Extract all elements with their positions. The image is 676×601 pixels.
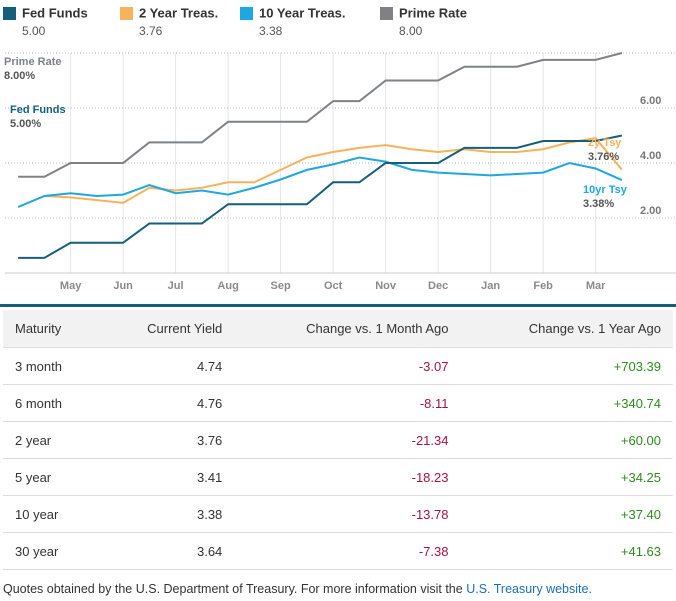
table-row: 3 month 4.74 -3.07 +703.39 — [3, 347, 673, 385]
table-cell: 3.64 — [99, 532, 235, 570]
table-row: 6 month 4.76 -8.11 +340.74 — [3, 384, 673, 422]
legend-label: Fed Funds — [22, 5, 88, 20]
x-tick-label: May — [60, 280, 82, 292]
legend-swatch — [3, 7, 16, 20]
x-tick-label: Nov — [375, 280, 397, 292]
x-tick-label: Dec — [428, 280, 448, 292]
column-header: Current Yield — [99, 310, 235, 348]
table-cell: 4.76 — [99, 384, 235, 422]
x-tick-label: Sep — [271, 280, 291, 292]
table-cell: 10 year — [3, 495, 100, 533]
x-tick-label: Mar — [586, 280, 606, 292]
table-cell: +703.39 — [460, 347, 673, 385]
table-cell: 30 year — [3, 532, 100, 570]
table-cell: -8.11 — [234, 384, 461, 422]
table-cell: 2 year — [3, 421, 100, 459]
column-header: Change vs. 1 Month Ago — [234, 310, 461, 348]
annotation-label: Prime Rate — [4, 56, 61, 68]
table-row: 2 year 3.76 -21.34 +60.00 — [3, 421, 673, 459]
annotation-label: 10yr Tsy — [583, 184, 628, 196]
table-cell: +60.00 — [460, 421, 673, 459]
table-row: 10 year 3.38 -13.78 +37.40 — [3, 495, 673, 533]
x-tick-label: Oct — [324, 280, 343, 292]
footer: Quotes obtained by the U.S. Department o… — [3, 582, 592, 596]
treasury-link[interactable]: U.S. Treasury website. — [466, 582, 592, 596]
x-tick-label: Feb — [533, 280, 553, 292]
series-line — [17, 156, 623, 208]
table-cell: +37.40 — [460, 495, 673, 533]
table-cell: -3.07 — [234, 347, 461, 385]
legend-latest: 3.38 — [259, 24, 283, 38]
x-tick-label: Jun — [113, 280, 133, 292]
legend-label: 10 Year Treas. — [259, 5, 346, 20]
table-cell: +34.25 — [460, 458, 673, 496]
annotation-value: 8.00% — [4, 70, 35, 82]
legend-swatch — [240, 7, 253, 20]
footer-text: Quotes obtained by the U.S. Department o… — [3, 582, 463, 596]
table-cell: +340.74 — [460, 384, 673, 422]
column-header: Maturity — [3, 310, 100, 348]
legend-label: 2 Year Treas. — [139, 5, 218, 20]
annotation-label: Fed Funds — [10, 104, 66, 116]
divider — [0, 304, 676, 307]
y-tick-label: 4.00 — [640, 150, 661, 162]
legend-latest: 3.76 — [139, 24, 163, 38]
series-line — [18, 134, 623, 259]
table-cell: -21.34 — [234, 421, 461, 459]
table-cell: 3.41 — [99, 458, 235, 496]
table-cell: 3.38 — [99, 495, 235, 533]
y-tick-label: 2.00 — [640, 205, 661, 217]
legend-swatch — [120, 7, 133, 20]
x-tick-label: Jan — [481, 280, 500, 292]
table-cell: 3.76 — [99, 421, 235, 459]
annotation-label: 2y Tsy — [588, 137, 622, 149]
legend-latest: 8.00 — [399, 24, 423, 38]
yield-table: Maturity Current Yield Change vs. 1 Month … — [3, 310, 673, 570]
series-line — [18, 52, 623, 178]
x-tick-label: Jul — [168, 280, 184, 292]
legend-latest: 5.00 — [22, 24, 46, 38]
legend-label: Prime Rate — [399, 5, 467, 20]
legend-swatch — [380, 7, 393, 20]
annotation-value: 3.76% — [588, 151, 619, 163]
annotation-value: 5.00% — [10, 118, 41, 130]
table-cell: -13.78 — [234, 495, 461, 533]
table-cell: 4.74 — [99, 347, 235, 385]
chart: May Jun Jul Aug Sep Oct Nov Dec Jan Feb Mar 2.00 4.0… — [0, 5, 676, 307]
y-tick-label: 6.00 — [640, 95, 661, 107]
table-row: 5 year 3.41 -18.23 +34.25 — [3, 458, 673, 496]
x-tick-label: Aug — [217, 280, 238, 292]
annotation-value: 3.38% — [583, 198, 614, 210]
table-cell: 3 month — [3, 347, 100, 385]
table-cell: -7.38 — [234, 532, 461, 570]
table-cell: 6 month — [3, 384, 100, 422]
table-cell: 5 year — [3, 458, 100, 496]
table-cell: -18.23 — [234, 458, 461, 496]
series-line — [17, 137, 623, 208]
table-row: 30 year 3.64 -7.38 +41.63 — [3, 532, 673, 570]
column-header: Change vs. 1 Year Ago — [460, 310, 673, 348]
header-row: Maturity Current Yield Change vs. 1 Month … — [3, 310, 673, 348]
table-cell: +41.63 — [460, 532, 673, 570]
